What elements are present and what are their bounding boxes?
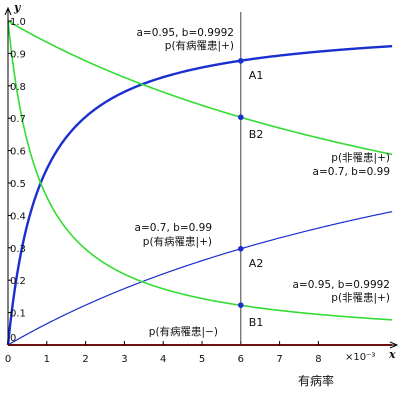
marker-label-a2: A2 [249,257,264,270]
series-line-0 [6,44,393,346]
marker-label-b2: B2 [249,128,264,141]
x-tick-label: 0 [5,354,11,365]
y-tick-label: 0.1 [10,309,26,320]
x-axis-symbol: x [388,348,396,361]
series-annotation-3: p(非罹患|+) [331,292,390,304]
y-axis-symbol: y [13,1,22,14]
y-tick-label: 0.4 [10,211,26,222]
series-line-2 [7,211,393,346]
y-tick-label: 0 [10,333,16,344]
series-annotation-2: a=0.7, b=0.99 [135,222,212,234]
x-tick-label: 3 [121,354,127,365]
y-tick-label: 0.8 [10,82,26,93]
series-line-3 [7,20,393,321]
marker-point-b1 [238,302,244,308]
y-tick-label: 0.3 [10,244,26,255]
axes: y x 0 0.1 0.2 0.3 0.4 0.5 0.6 0.7 0.8 0.9 1.0 0 1 2 3 4 5 6… [4,1,399,365]
marker-label-b1: B1 [249,316,264,329]
x-tick-label: 1 [44,354,50,365]
y-tick-label: 0.9 [10,49,26,60]
x-tick-label: 2 [82,354,88,365]
series-annotation-1: a=0.7, b=0.99 [313,166,390,178]
y-tick-label: 1.0 [10,17,26,28]
y-tick-label: 0.2 [10,276,26,287]
y-tick-label: 0.6 [10,147,26,158]
marker-point-a2 [238,245,244,252]
series-annotation-3: a=0.95, b=0.9992 [293,279,391,291]
series-annotation-0: a=0.95, b=0.9992 [137,27,235,39]
y-tick-label: 0.7 [10,114,26,125]
x-tick-label: 8 [315,354,321,365]
series-annotation-4: p(有病罹患|−) [149,325,218,338]
y-axis-arrow [4,6,12,16]
x-tick-label: 5 [199,354,205,365]
marker-label-a1: A1 [249,69,264,82]
series-line-1 [7,20,393,156]
series-annotation-0: p(有病罹患|+) [165,39,234,52]
series-annotation-1: p(非罹患|+) [331,152,390,164]
series-annotations: a=0.95, b=0.9992p(有病罹患|+)p(非罹患|+)a=0.7, … [135,27,390,338]
x-axis-label: 有病率 [298,373,334,388]
x-axis-arrow [389,341,399,349]
x-tick-label: 7 [276,354,282,365]
x-tick-label: 6 [238,354,244,365]
marker-points: A1 B2 A2 B1 [238,58,263,329]
series-annotation-2: p(有病罹患|+) [143,235,212,248]
marker-point-b2 [238,114,244,121]
x-tick-label: 4 [160,354,166,365]
x-scale-label: ×10⁻³ [345,352,375,363]
y-tick-label: 0.5 [10,179,26,190]
marker-point-a1 [238,58,244,64]
